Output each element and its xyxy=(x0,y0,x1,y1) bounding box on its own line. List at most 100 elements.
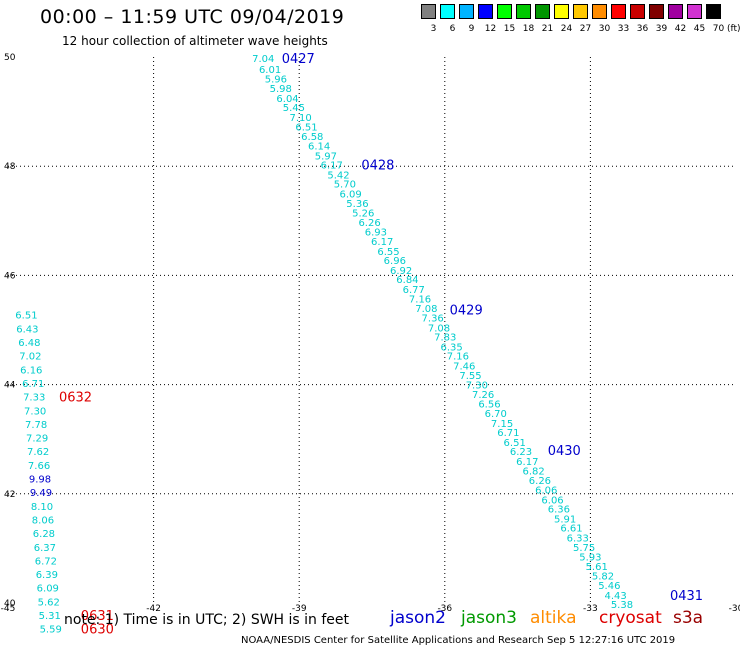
swh-value: 8.10 xyxy=(31,502,53,513)
swh-value: 7.36 xyxy=(422,313,444,324)
swh-value: 6.84 xyxy=(396,275,418,286)
swh-value: 6.93 xyxy=(365,228,387,239)
legend-swatch xyxy=(611,4,626,19)
swh-value: 5.75 xyxy=(573,543,595,554)
legend-swatch xyxy=(459,4,474,19)
legend-label: 3 xyxy=(430,24,437,34)
x-tick-label: -39 xyxy=(292,604,307,614)
pass-time-label: 0632 xyxy=(59,391,92,406)
swh-value: 5.61 xyxy=(586,562,608,573)
swh-value: 7.10 xyxy=(290,113,312,124)
legend-label: 12 xyxy=(484,24,497,34)
swh-value: 7.30 xyxy=(466,381,488,392)
swh-value: 7.33 xyxy=(23,393,45,404)
footer-credit: NOAA/NESDIS Center for Satellite Applica… xyxy=(241,635,676,646)
map-subtitle: 12 hour collection of altimeter wave hei… xyxy=(62,34,328,48)
pass-time-label: 0431 xyxy=(670,589,703,604)
sat-label-cryosat: cryosat xyxy=(599,608,662,628)
swh-value: 6.51 xyxy=(504,438,526,449)
swh-value: 6.33 xyxy=(567,533,589,544)
swh-value: 6.71 xyxy=(497,428,519,439)
swh-value: 7.04 xyxy=(252,54,274,65)
swh-value: 6.77 xyxy=(403,285,425,296)
swh-value: 5.91 xyxy=(554,514,576,525)
legend-swatch xyxy=(630,4,645,19)
swh-value: 5.70 xyxy=(334,180,356,191)
map-title: 00:00 – 11:59 UTC 09/04/2019 xyxy=(40,6,345,28)
legend-swatch xyxy=(478,4,493,19)
legend-label: 15 xyxy=(503,24,516,34)
swh-value: 6.82 xyxy=(522,466,544,477)
swh-value: 5.97 xyxy=(315,151,337,162)
swh-value: 5.26 xyxy=(352,209,374,220)
swh-value: 6.71 xyxy=(22,379,44,390)
swh-value: 5.38 xyxy=(611,600,633,611)
x-tick-label: -30 xyxy=(729,604,740,614)
swh-value: 5.42 xyxy=(327,170,349,181)
swh-value: 6.09 xyxy=(340,190,362,201)
swh-value: 5.98 xyxy=(270,84,292,95)
swh-value: 6.26 xyxy=(358,218,380,229)
y-tick-label: 40 xyxy=(4,599,16,609)
legend-swatch xyxy=(554,4,569,19)
swh-value: 4.43 xyxy=(605,591,627,602)
swh-value: 6.96 xyxy=(384,256,406,267)
pass-time-label: 0430 xyxy=(548,444,581,459)
swh-value: 6.51 xyxy=(15,311,37,322)
swh-value: 5.36 xyxy=(346,199,368,210)
legend-label: 45 xyxy=(693,24,706,34)
legend-label: 39 xyxy=(655,24,668,34)
swh-value: 6.58 xyxy=(301,132,323,143)
swh-value: 8.06 xyxy=(32,515,54,526)
swh-value: 6.23 xyxy=(510,447,532,458)
swh-value: 7.02 xyxy=(19,352,41,363)
swh-value: 5.45 xyxy=(283,103,305,114)
pass-time-label: 0427 xyxy=(282,52,315,67)
pass-time-label: 0630 xyxy=(81,623,114,638)
sat-label-jason3: jason3 xyxy=(461,608,517,628)
swh-value: 7.78 xyxy=(25,420,47,431)
swh-value: 6.14 xyxy=(308,141,330,152)
swh-value: 7.16 xyxy=(409,294,431,305)
swh-value: 6.09 xyxy=(37,584,59,595)
x-tick-label: -33 xyxy=(583,604,598,614)
swh-value: 7.66 xyxy=(28,461,50,472)
swh-value: 5.96 xyxy=(265,74,287,85)
swh-value: 6.37 xyxy=(34,543,56,554)
swh-value: 6.72 xyxy=(35,556,57,567)
swh-value: 6.16 xyxy=(20,365,42,376)
swh-value: 5.31 xyxy=(39,611,61,622)
swh-value: 5.46 xyxy=(598,581,620,592)
swh-value: 7.16 xyxy=(447,352,469,363)
swh-value: 6.48 xyxy=(18,338,40,349)
swh-value: 7.15 xyxy=(491,419,513,430)
legend-label: 18 xyxy=(522,24,535,34)
sat-label-s3a: s3a xyxy=(673,608,704,628)
legend-swatch xyxy=(421,4,436,19)
legend-swatch xyxy=(668,4,683,19)
legend-label: 6 xyxy=(449,24,456,34)
swh-value: 7.26 xyxy=(472,390,494,401)
y-tick-label: 46 xyxy=(4,271,16,281)
swh-value: 7.62 xyxy=(27,447,49,458)
y-tick-label: 42 xyxy=(4,490,15,500)
swh-value: 6.01 xyxy=(259,65,281,76)
swh-value: 6.28 xyxy=(33,529,55,540)
swh-value: 7.08 xyxy=(415,304,437,315)
swh-value: 7.55 xyxy=(459,371,481,382)
legend-swatch xyxy=(649,4,664,19)
legend-swatch xyxy=(573,4,588,19)
legend-swatch xyxy=(516,4,531,19)
legend-swatch xyxy=(687,4,702,19)
x-tick-label: -45 xyxy=(1,604,16,614)
legend-swatch xyxy=(706,4,721,19)
swh-value: 6.17 xyxy=(371,237,393,248)
pass-time-label: 0428 xyxy=(361,159,394,174)
swh-value: 6.55 xyxy=(377,247,399,258)
legend-label: 30 xyxy=(598,24,611,34)
swh-value: 6.92 xyxy=(390,266,412,277)
legend-label: 70 xyxy=(712,24,725,34)
swh-value: 6.61 xyxy=(560,524,582,535)
legend-swatch xyxy=(497,4,512,19)
swh-value: 7.30 xyxy=(24,406,46,417)
